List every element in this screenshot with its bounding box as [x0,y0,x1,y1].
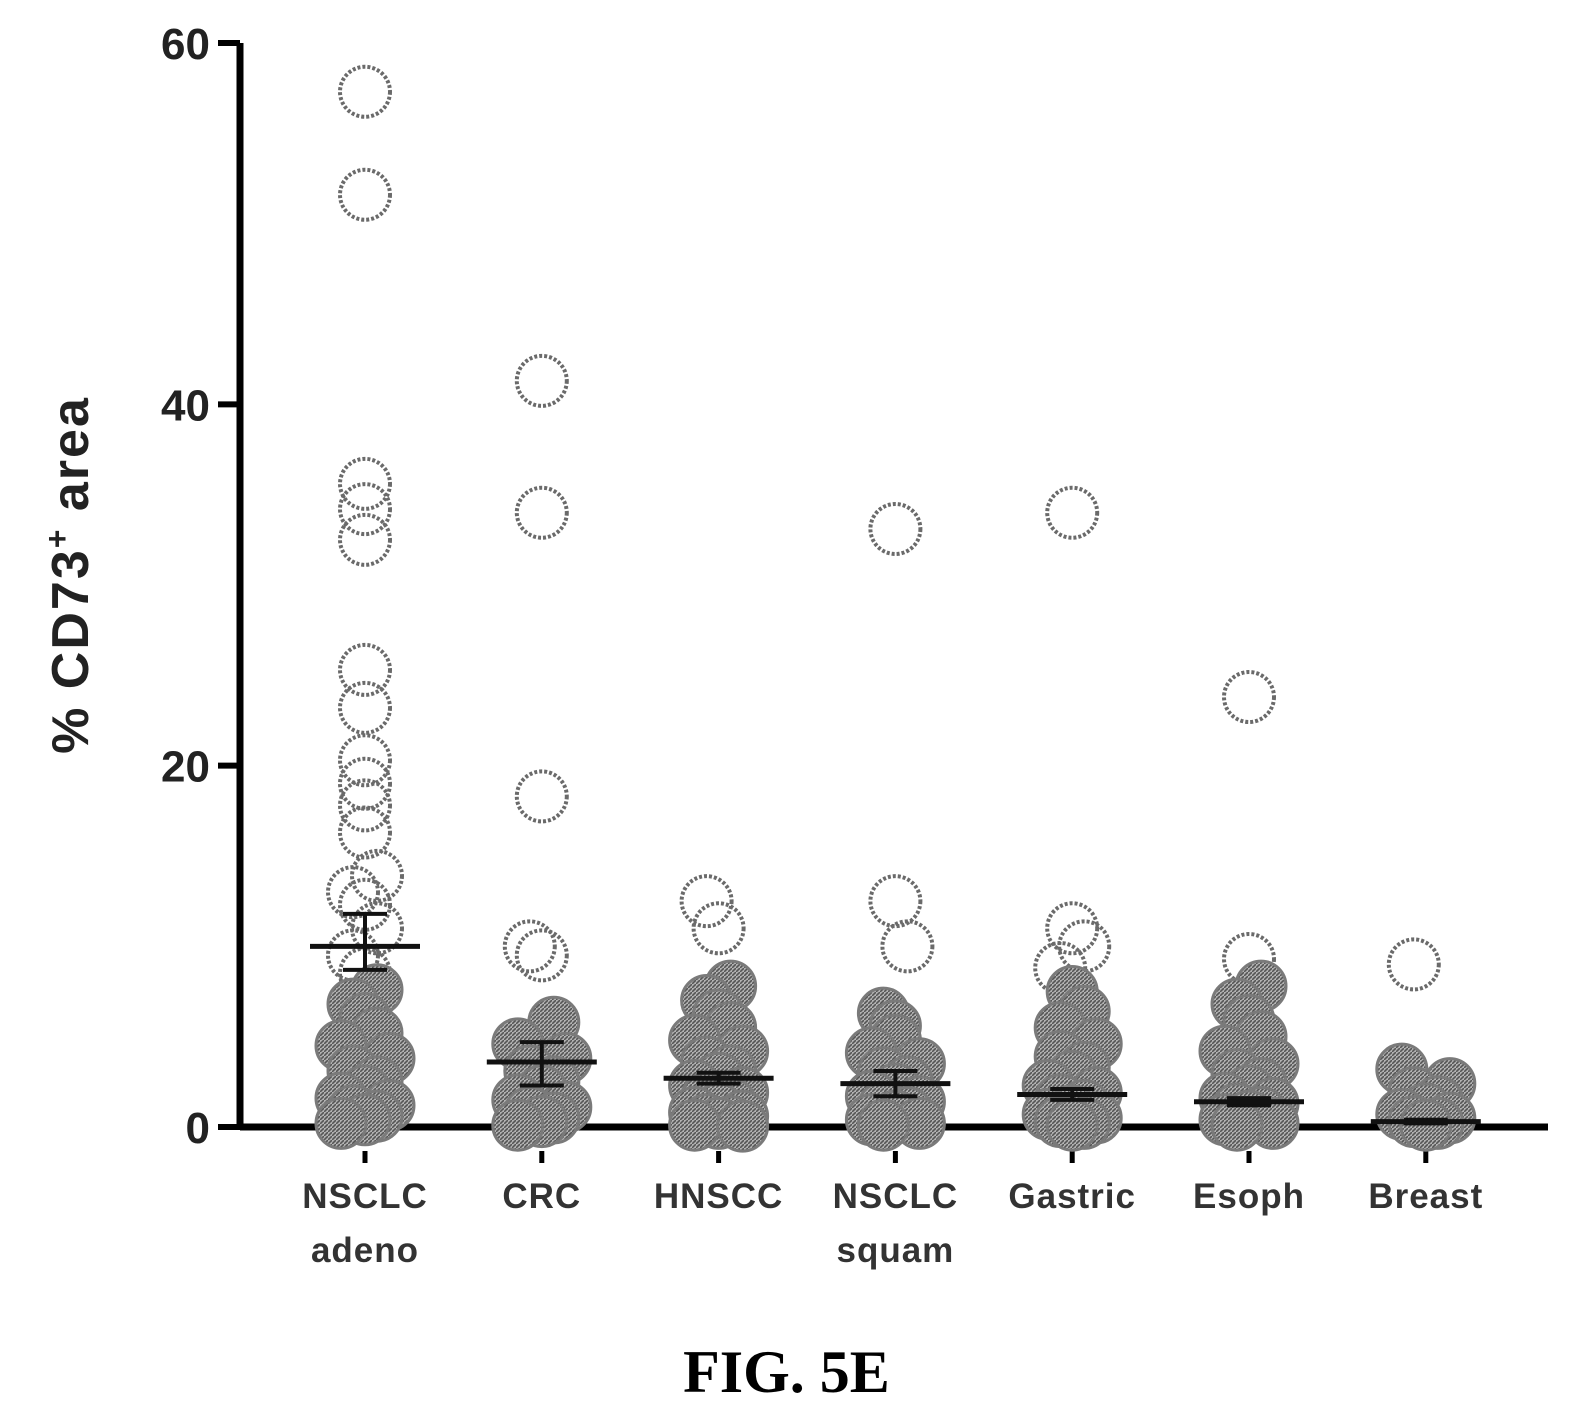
figure-caption: FIG. 5E [683,1339,890,1405]
data-point [1045,485,1100,540]
data-point [1057,919,1112,974]
series-group [1021,485,1123,1152]
data-point [326,865,380,920]
category-label: Breast [1368,1177,1483,1216]
data-point [338,642,392,697]
data-point [514,353,569,408]
data-point [1222,931,1276,986]
category-label-line: Gastric [1008,1177,1136,1216]
category-label: Gastric [1008,1177,1136,1216]
data-point [716,1099,770,1153]
data-point [1045,901,1100,956]
mean-sem-group [1370,1117,1481,1126]
data-point [350,848,404,903]
y-tick-label: 20 [161,743,210,792]
category-label-line: squam [836,1231,954,1270]
data-point [338,482,392,537]
data-point [868,874,923,929]
category-label-line: Breast [1368,1177,1483,1216]
series-group [314,64,416,1150]
data-point [326,928,380,983]
mean-sem-group [486,1040,597,1088]
data-point [668,1098,722,1152]
data-point [1222,670,1276,725]
category-label: HNSCC [654,1177,783,1216]
data-point [338,456,392,511]
data-point [502,919,557,974]
category-label-line: NSCLC [302,1177,428,1216]
series-group [844,501,946,1152]
data-points [314,64,1477,1153]
category-label: Esoph [1193,1177,1305,1216]
data-point [868,501,923,556]
category-labels: NSCLC adeno CRC HNSCC NSCLC squam Gastric Esoph… [302,1177,1483,1270]
y-tick-label: 60 [161,20,210,69]
mean-sem-group [840,1068,951,1099]
data-point [856,1098,910,1152]
data-point [880,919,935,974]
data-point [1386,937,1441,992]
data-point [350,901,404,956]
mean-sem-group [1017,1087,1128,1102]
y-axis: 0 20 40 60 [161,20,244,1153]
data-point [338,805,392,860]
mean-sem-group [663,1070,774,1086]
data-point [1033,941,1088,996]
category-label-line: adeno [311,1231,419,1270]
data-point [338,167,392,222]
series-group [491,353,593,1152]
category-label-line: Esoph [1193,1177,1305,1216]
mean-sem-bars [310,911,1481,1126]
data-point [314,1096,368,1150]
data-point [338,733,392,788]
category-label-line: CRC [502,1177,581,1216]
data-point [338,877,392,932]
category-label: NSCLC adeno [302,1177,428,1270]
data-point [338,680,392,735]
y-axis-title: % CD73+ area [39,396,100,754]
category-label-line: NSCLC [833,1177,959,1216]
data-point [1210,1098,1264,1152]
data-point [514,485,569,540]
series-group [668,874,770,1153]
data-point [491,1098,545,1152]
data-point [514,769,569,824]
category-label: NSCLC squam [833,1177,959,1270]
data-point [691,901,746,956]
category-label-line: HNSCC [654,1177,783,1216]
data-point [338,512,392,567]
data-point [514,928,569,983]
data-point [338,64,392,119]
y-tick-label: 40 [161,381,210,430]
series-group [1198,670,1300,1152]
mean-sem-group [1194,1096,1304,1108]
category-label: CRC [502,1177,581,1216]
y-tick-label: 0 [186,1104,210,1153]
data-point [338,756,392,811]
data-point [1045,1098,1099,1152]
mean-sem-group [310,911,420,972]
data-point [338,778,392,833]
data-point [679,874,734,929]
